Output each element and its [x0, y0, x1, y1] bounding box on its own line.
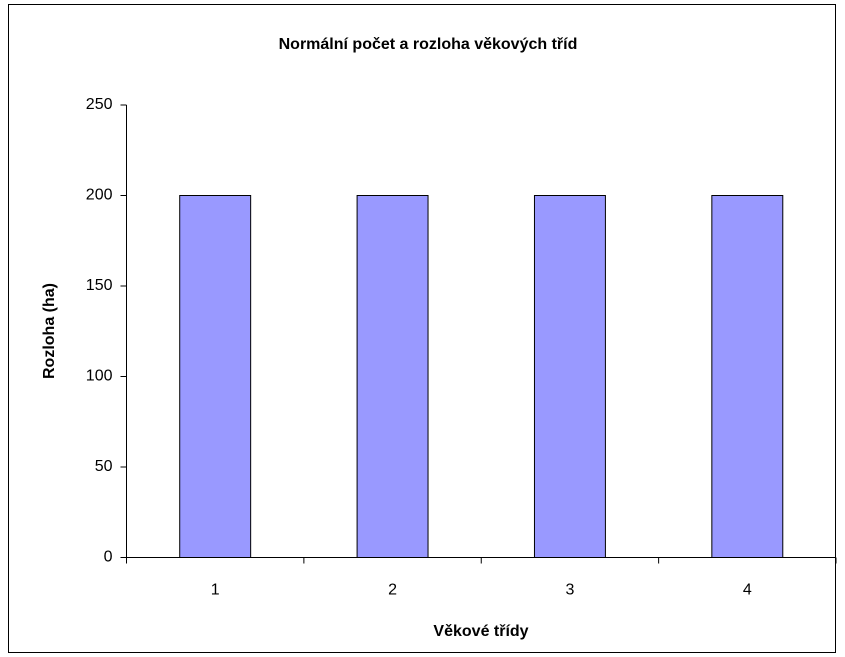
y-tick-label: 100	[86, 368, 113, 385]
x-tick-label: 3	[565, 582, 574, 599]
x-axis-label: Věkové třídy	[433, 623, 528, 640]
x-tick-label: 1	[211, 582, 220, 599]
bar	[711, 195, 784, 558]
y-tick-label: 50	[95, 458, 113, 475]
bar	[356, 195, 429, 558]
x-tick-label: 4	[743, 582, 752, 599]
y-axis-label: Rozloha (ha)	[41, 283, 58, 379]
y-tick-label: 150	[86, 277, 113, 294]
y-tick-label: 200	[86, 187, 113, 204]
bar	[179, 195, 252, 558]
y-tick-label: 0	[104, 549, 113, 566]
chart-title: Normální počet a rozloha věkových tříd	[279, 36, 578, 53]
x-tick-label: 2	[388, 582, 397, 599]
bar	[533, 195, 606, 558]
y-tick-label: 250	[86, 96, 113, 113]
